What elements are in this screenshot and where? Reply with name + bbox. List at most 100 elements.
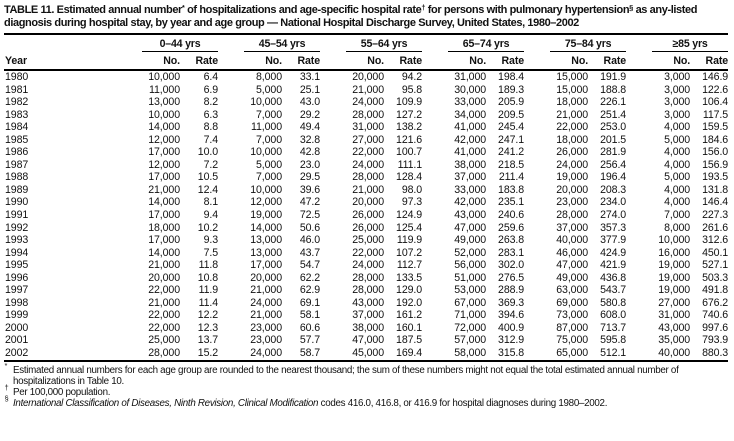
number-cell: 73,000 [556,309,589,322]
rate-cell: 109.9 [396,96,423,109]
number-cell: 47,000 [352,334,385,347]
number-cell: 69,000 [556,296,589,309]
number-cell: 42,000 [454,133,487,146]
number-cell: 47,000 [454,221,487,234]
number-cell: 13,000 [250,234,283,247]
number-cell: 41,000 [454,146,487,159]
table-title: TABLE 11. Estimated annual number* of ho… [4,4,732,30]
rate-cell: 740.6 [702,309,729,322]
header-corner-cell [4,34,116,52]
table-row: 2002 28,000 15.2 24,000 58.7 45,000 169.4 58,00… [4,347,728,361]
number-cell: 63,000 [556,284,589,297]
year-cell: 1986 [5,146,29,159]
rate-cell: 8.8 [203,121,219,134]
year-cell: 1991 [5,209,29,222]
rate-cell: 160.1 [396,321,423,334]
number-cell: 49,000 [454,234,487,247]
rate-column-header-5: Rate [690,52,728,71]
number-cell: 14,000 [148,246,180,259]
table-row: 1997 22,000 11.9 21,000 62.9 28,000 129.0 53,00… [4,284,728,297]
column-header-row: Year No. Rate No. Rate No. Rate No. Rate No. Rate N… [4,52,728,71]
number-cell: 5,000 [256,83,283,96]
no-column-header-1: No. [218,52,282,71]
rate-cell: 72.5 [299,209,321,222]
table-row: 1983 10,000 6.3 7,000 29.2 28,000 127.2 34,000 2… [4,109,728,122]
number-cell: 22,000 [148,284,180,297]
number-cell: 30,000 [454,83,487,96]
rate-cell: 10.0 [197,146,219,159]
number-cell: 25,000 [352,234,385,247]
table-row: 1990 14,000 8.1 12,000 47.2 20,000 97.3 42,000 2… [4,196,728,209]
rate-cell: 880.3 [702,347,729,360]
rate-cell: 146.9 [702,71,729,83]
rate-cell: 23.0 [299,158,321,171]
rate-cell: 138.2 [396,121,423,134]
number-cell: 37,000 [556,221,589,234]
number-cell: 23,000 [250,321,283,334]
number-cell: 43,000 [352,296,385,309]
text-segment: of hospitalizations and age-specific hos… [184,4,422,16]
rate-cell: 315.8 [498,347,525,360]
number-cell: 18,000 [556,96,589,109]
year-cell: 1984 [5,121,29,134]
number-cell: 20,000 [148,271,180,284]
year-cell: 2002 [5,347,29,360]
rate-column-header-0: Rate [180,52,218,71]
table-row: 1999 22,000 12.2 21,000 58.1 37,000 161.2 71,00… [4,309,728,322]
rate-cell: 7.4 [203,133,219,146]
table-row: 1986 17,000 10.0 10,000 42.8 22,000 100.7 41,00… [4,146,728,159]
age-group-label: 55–64 yrs [346,38,423,52]
rate-cell: 15.2 [197,347,219,360]
number-cell: 23,000 [556,196,589,209]
rate-cell: 156.9 [702,158,729,171]
number-cell: 8,000 [256,71,283,83]
rate-cell: 121.6 [396,133,423,146]
rate-cell: 235.1 [498,196,525,209]
rate-cell: 421.9 [600,259,627,272]
number-cell: 25,000 [148,334,180,347]
rate-cell: 46.0 [299,234,321,247]
age-group-label: 75–84 yrs [550,38,627,52]
number-cell: 53,000 [454,284,487,297]
number-cell: 27,000 [352,133,385,146]
text-segment: as any-listed diagnosis during hospital … [4,4,698,29]
number-cell: 11,000 [148,83,180,96]
rate-cell: 107.2 [396,246,423,259]
number-cell: 12,000 [148,133,180,146]
number-cell: 19,000 [250,209,283,222]
number-cell: 5,000 [664,133,691,146]
age-group-header-2: 55–64 yrs [320,34,423,52]
rate-cell: 276.5 [498,271,525,284]
number-cell: 37,000 [352,309,385,322]
number-cell: 38,000 [352,321,385,334]
table-row: 1987 12,000 7.2 5,000 23.0 24,000 111.1 38,000 2… [4,159,728,172]
rate-cell: 196.4 [600,171,627,184]
rate-cell: 256.4 [600,158,627,171]
number-cell: 24,000 [250,347,283,360]
number-cell: 47,000 [556,259,589,272]
number-cell: 20,000 [556,183,589,196]
rate-cell: 281.9 [600,146,627,159]
number-cell: 21,000 [148,259,180,272]
number-cell: 13,000 [148,96,180,109]
rate-cell: 184.6 [702,133,729,146]
number-cell: 12,000 [148,158,180,171]
rate-cell: 10.8 [197,271,219,284]
rate-cell: 6.3 [203,108,219,121]
year-cell: 1998 [5,296,29,309]
number-cell: 18,000 [148,221,180,234]
rate-cell: 312.9 [498,334,525,347]
number-cell: 21,000 [148,183,180,196]
number-cell: 8,000 [664,221,691,234]
age-group-label: 65–74 yrs [448,38,525,52]
year-cell: 2001 [5,334,29,347]
table-row: 1989 21,000 12.4 10,000 39.6 21,000 98.0 33,000… [4,184,728,197]
table-row: 1991 17,000 9.4 19,000 72.5 26,000 124.9 43,000… [4,209,728,222]
rate-cell: 10.5 [197,171,219,184]
number-cell: 14,000 [148,196,180,209]
number-cell: 17,000 [148,209,180,222]
rate-cell: 11.9 [198,284,219,297]
number-cell: 3,000 [664,108,691,121]
number-cell: 17,000 [250,259,283,272]
number-cell: 40,000 [556,234,589,247]
